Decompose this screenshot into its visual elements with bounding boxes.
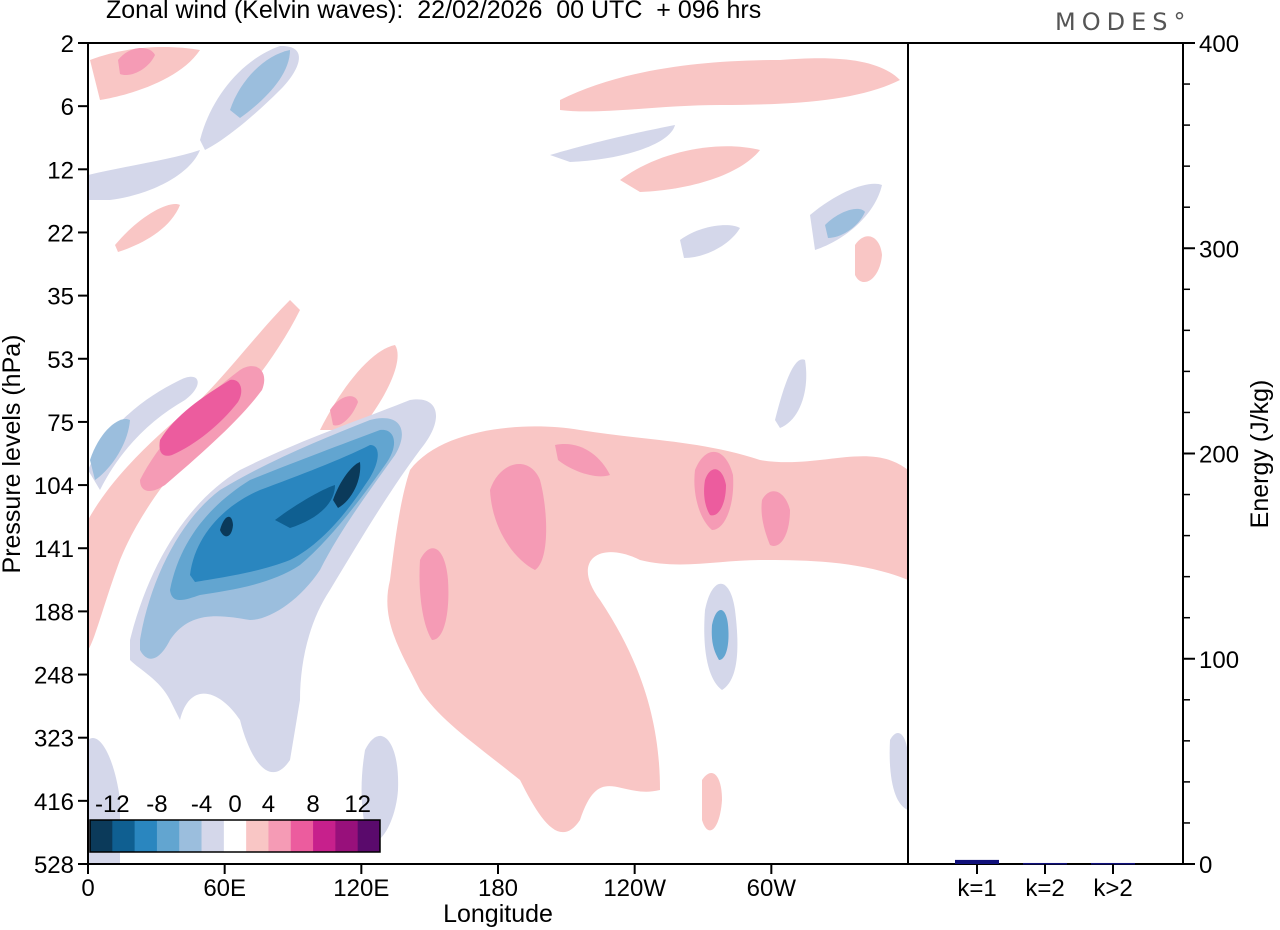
contour-negative-8: [825, 208, 865, 238]
y-tick-label: 35: [47, 284, 74, 311]
contour-negative-20: [333, 462, 361, 508]
y-tick-label: 75: [47, 410, 74, 437]
y-tick-label: 12: [47, 157, 74, 184]
energy-bar: [1023, 862, 1067, 865]
contour-positive-8: [118, 48, 155, 76]
colorbar-swatch: [201, 820, 225, 852]
colorbar-swatch: [313, 820, 336, 852]
y-tick-label: 188: [34, 599, 74, 626]
energy-bars: k=1 k=2 k>2: [955, 859, 1135, 902]
contour-positive-8: [555, 444, 610, 477]
contour-positive-4: [560, 58, 900, 112]
colorbar-swatch: [179, 820, 203, 852]
colorbar-label: -8: [146, 791, 167, 818]
chart-title: Zonal wind (Kelvin waves): 22/02/2026 00…: [106, 0, 762, 24]
longitude-axis: 0 60E 120E 180 120W 60W: [81, 864, 796, 902]
colorbar-label: 8: [306, 791, 319, 818]
energy-bar: [1091, 862, 1135, 865]
contour-negative-4: [361, 735, 399, 842]
y-tick-label: 141: [34, 536, 74, 563]
colorbar-swatch: [357, 820, 381, 852]
y-axis-label: Pressure levels (hPa): [0, 335, 26, 574]
brand-logo: MODES°: [1055, 8, 1192, 36]
x-tick-label: 0: [81, 875, 94, 902]
colorbar-swatch: [223, 820, 247, 852]
y-tick-label: 2: [61, 31, 74, 58]
x-tick-label: 120E: [333, 875, 389, 902]
wind-contours: [88, 45, 908, 864]
colorbar-legend: -12 -8 -4 0 4 8 12: [89, 791, 381, 853]
pressure-axis: 2 6 12 22 35 53 75 104 141 188 248 323 416 528: [34, 31, 88, 879]
colorbar-swatch: [246, 820, 269, 852]
contour-positive-8: [419, 548, 449, 640]
contour-negative-4: [775, 359, 807, 428]
contour-negative-4: [88, 150, 200, 200]
energy-tick-label: 0: [1199, 852, 1212, 879]
energy-axis: 0 100 200 300 400: [1183, 31, 1239, 879]
contour-negative-4: [550, 125, 675, 162]
colorbar-swatch: [335, 820, 359, 852]
energy-plot-area: 0 100 200 300 400 k=1 k=2 k>2 Energy (J/kg): [907, 31, 1274, 902]
contour-negative-16: [275, 485, 335, 528]
energy-x-label: k=1: [957, 875, 996, 902]
contour-positive-8: [761, 491, 790, 546]
x-axis-label: Longitude: [443, 900, 553, 928]
contour-positive-4: [702, 772, 722, 831]
colorbar-label: 4: [262, 791, 275, 818]
contour-negative-20: [220, 516, 233, 537]
contour-negative-4: [889, 732, 908, 810]
energy-plot-frame: [907, 42, 1184, 865]
colorbar-label: 12: [344, 791, 371, 818]
contour-positive-4: [90, 47, 200, 100]
energy-tick-label: 300: [1199, 236, 1239, 263]
contour-negative-12: [190, 445, 378, 582]
contour-positive-12: [704, 469, 726, 516]
contour-positive-12: [159, 379, 242, 456]
colorbar-label: 0: [228, 791, 241, 818]
contour-positive-8: [490, 463, 547, 570]
energy-tick-label: 400: [1199, 31, 1239, 58]
colorbar-frame: [89, 819, 381, 853]
y-tick-label: 6: [61, 94, 74, 121]
contour-negative-4: [680, 225, 740, 258]
energy-tick-label: 100: [1199, 647, 1239, 674]
x-tick-label: 120W: [603, 875, 666, 902]
colorbar-swatch: [268, 820, 292, 852]
y-tick-label: 416: [34, 789, 74, 816]
x-tick-label: 60W: [747, 875, 797, 902]
contour-negative-12: [711, 610, 729, 660]
y-tick-label: 248: [34, 663, 74, 690]
contour-positive-4: [387, 426, 908, 833]
contour-positive-8: [330, 396, 358, 426]
energy-tick-label: 200: [1199, 442, 1239, 469]
energy-bar: [955, 859, 999, 864]
y-tick-label: 323: [34, 726, 74, 753]
contour-negative-4: [88, 376, 198, 490]
main-plot-area: 2 6 12 22 35 53 75 104 141 188 248 323 416 528 0 60E 12…: [0, 31, 909, 928]
energy-x-label: k=2: [1025, 875, 1064, 902]
x-tick-label: 180: [478, 875, 518, 902]
y-tick-label: 528: [34, 852, 74, 879]
colorbar-swatch: [290, 820, 314, 852]
contour-negative-8: [230, 50, 290, 118]
colorbar-label: -12: [95, 791, 130, 818]
y-tick-label: 22: [47, 220, 74, 247]
energy-x-label: k>2: [1093, 875, 1132, 902]
energy-axis-label: Energy (J/kg): [1246, 380, 1274, 529]
colorbar-swatch: [112, 820, 136, 852]
y-tick-label: 104: [34, 473, 74, 500]
contour-positive-4: [115, 204, 180, 252]
y-tick-label: 53: [47, 347, 74, 374]
x-tick-label: 60E: [203, 875, 246, 902]
contour-positive-4: [855, 236, 882, 283]
contour-positive-4: [620, 146, 760, 192]
colorbar-swatch: [90, 820, 113, 852]
colorbar-label: -4: [191, 791, 212, 818]
contour-negative-8: [90, 419, 130, 480]
colorbar-swatch: [134, 820, 158, 852]
colorbar-swatch: [156, 820, 180, 852]
